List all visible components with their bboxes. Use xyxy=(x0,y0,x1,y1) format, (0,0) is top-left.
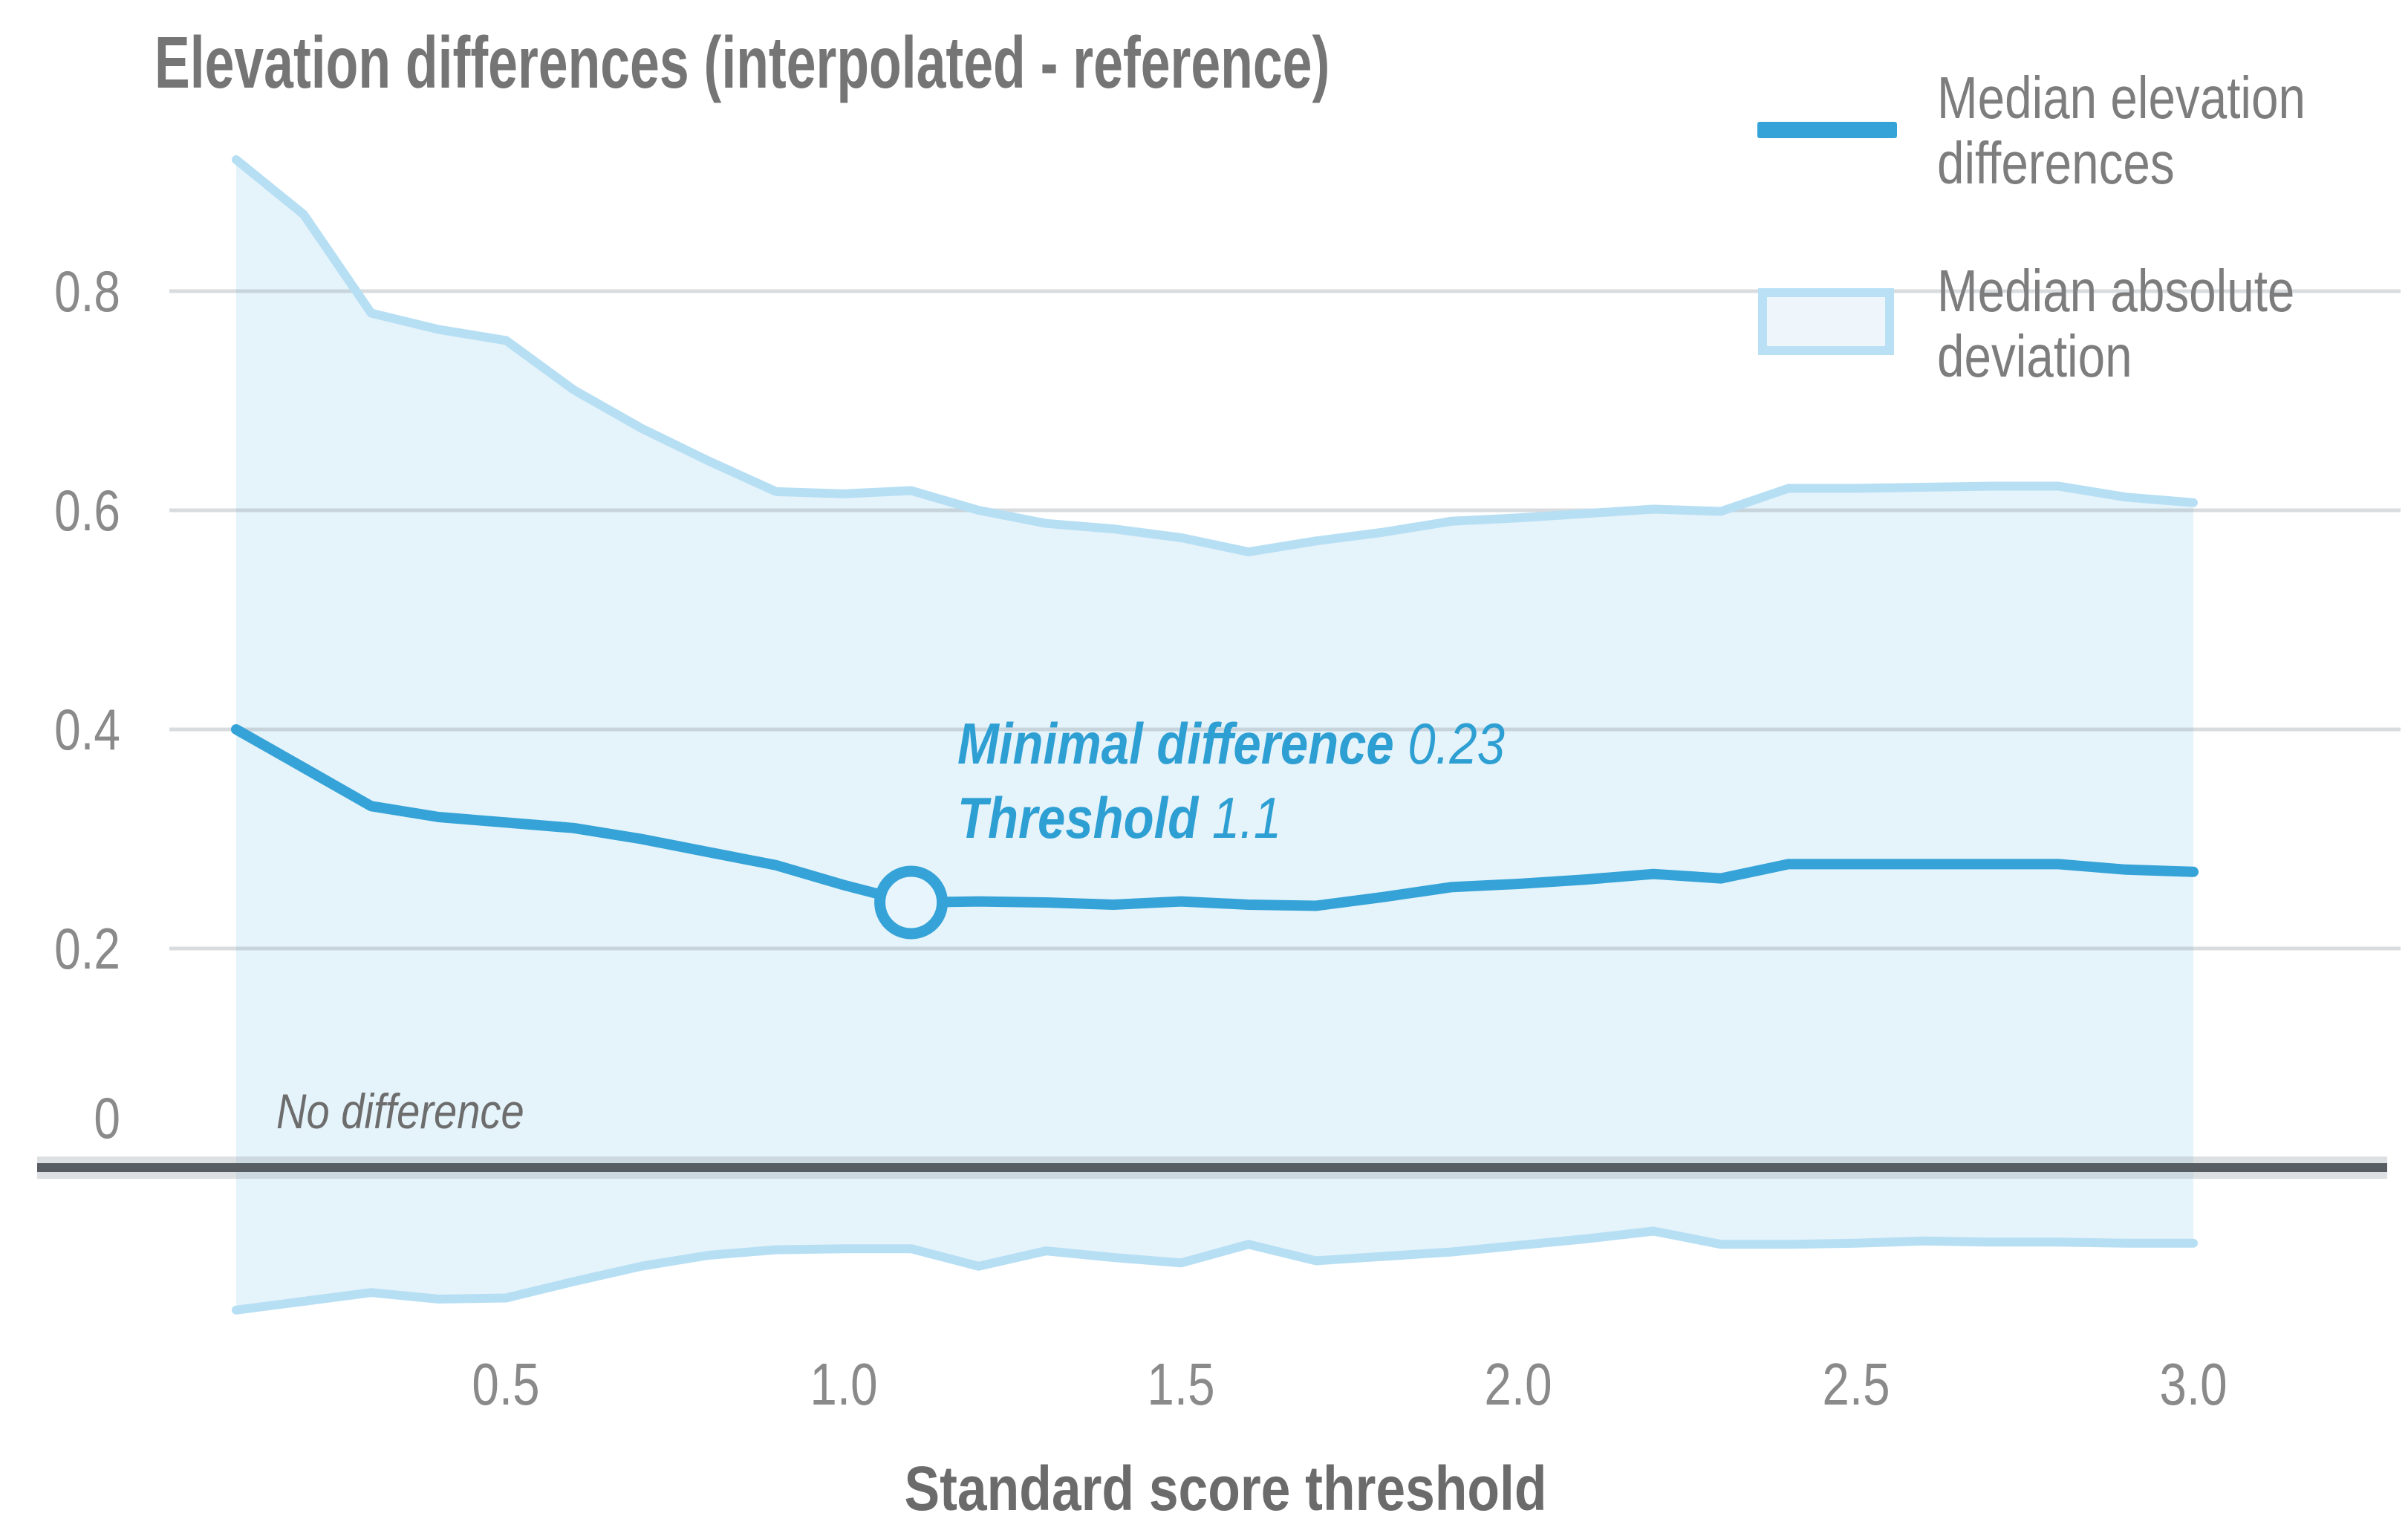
legend-label-mad: Median absolute deviation xyxy=(1937,258,2295,389)
y-tick-0.6: 0.6 xyxy=(54,478,120,543)
legend-median-line-swatch xyxy=(1757,122,1897,138)
y-tick-0.4: 0.4 xyxy=(54,697,120,762)
annotation-min-diff-label: Minimal difference xyxy=(957,711,1394,776)
annotation-min-diff-value: 0.23 xyxy=(1408,711,1505,776)
x-tick-3.0: 3.0 xyxy=(2159,1351,2228,1417)
minimum-annotation: Minimal difference 0.23 Threshold 1.1 xyxy=(957,707,1505,856)
annotation-threshold-label: Threshold xyxy=(957,784,1199,850)
chart-title: Elevation differences (interpolated - re… xyxy=(154,22,1330,103)
x-tick-2.5: 2.5 xyxy=(1822,1351,1890,1417)
mad-band-fill xyxy=(236,160,2193,1310)
median-line xyxy=(231,724,2199,911)
x-tick-0.5: 0.5 xyxy=(472,1351,540,1417)
y-tick-0.8: 0.8 xyxy=(54,258,120,324)
y-tick-0.2: 0.2 xyxy=(54,916,120,981)
minimum-marker xyxy=(874,865,948,940)
mad-band-lower-edge xyxy=(232,1226,2198,1315)
gridlines xyxy=(169,289,2401,951)
legend-label-median-differences: Median elevation differences xyxy=(1937,65,2306,196)
x-axis-title: Standard score threshold xyxy=(904,1454,1547,1523)
no-difference-label: No difference xyxy=(276,1084,524,1139)
x-tick-1.0: 1.0 xyxy=(810,1351,878,1417)
mad-band-upper-edge xyxy=(232,155,2198,556)
annotation-line-2: Threshold 1.1 xyxy=(957,781,1505,856)
y-tick-0: 0 xyxy=(94,1085,120,1151)
annotation-line-1: Minimal difference 0.23 xyxy=(957,707,1505,781)
legend-mad-band-swatch xyxy=(1758,288,1894,355)
x-tick-1.5: 1.5 xyxy=(1147,1351,1215,1417)
x-tick-2.0: 2.0 xyxy=(1484,1351,1552,1417)
annotation-threshold-value: 1.1 xyxy=(1211,784,1282,850)
